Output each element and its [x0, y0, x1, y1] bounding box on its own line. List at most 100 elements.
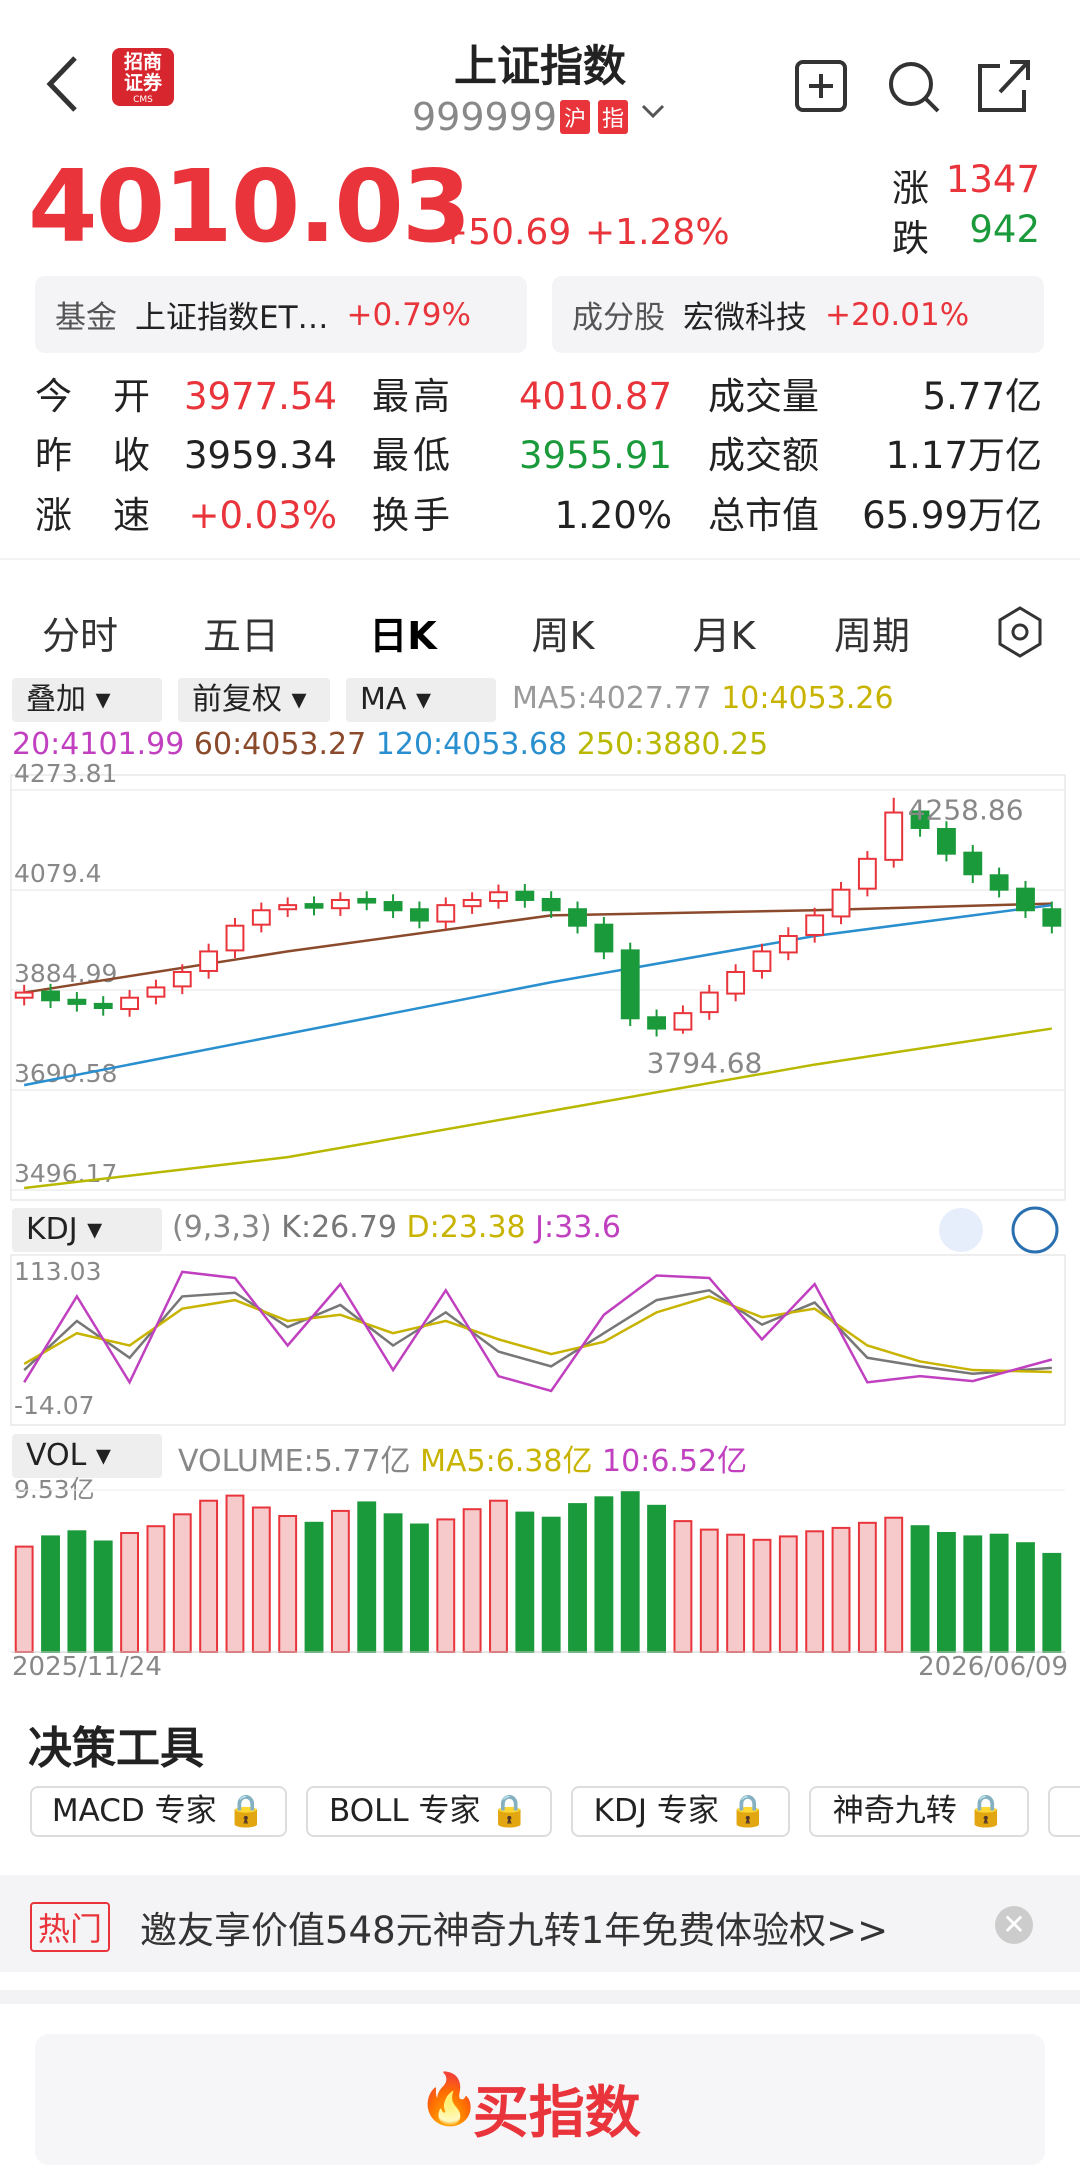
- legend-label: 20:: [12, 727, 61, 762]
- card-pct: +20.01%: [825, 296, 970, 333]
- volume-bar: [462, 1508, 482, 1654]
- control[interactable]: MA ▾: [346, 678, 496, 722]
- ma-line: [23, 903, 1052, 1087]
- candle-body: [120, 996, 140, 1011]
- change-pct: +1.28%: [585, 212, 730, 253]
- candle-body: [251, 909, 271, 926]
- date-end: 2026/06/09: [918, 1652, 1068, 1682]
- stat-label: 成交量: [708, 375, 819, 418]
- volume-bar: [93, 1540, 113, 1654]
- high-label: 4258.86: [908, 794, 1024, 827]
- settings-icon[interactable]: [998, 606, 1042, 658]
- dropdown-icon[interactable]: [641, 104, 665, 119]
- market-tag: 沪: [560, 100, 591, 134]
- stat-value: +0.03%: [188, 494, 337, 537]
- add-icon[interactable]: [795, 60, 847, 112]
- y-tick-label: 3884.99: [14, 959, 117, 988]
- candle-body: [726, 970, 746, 995]
- candle-body: [805, 914, 825, 936]
- card-label: 成分股: [572, 300, 665, 336]
- volume-bar: [436, 1518, 456, 1654]
- control-text: 前复权: [192, 682, 282, 717]
- stat-label: 最高: [372, 375, 450, 418]
- banner-tag: 热门: [30, 1902, 111, 1952]
- kdj-frame: [10, 1254, 1066, 1426]
- volume-bar: [699, 1528, 719, 1653]
- volume-bar: [831, 1526, 851, 1654]
- card-name: 宏微科技: [683, 300, 807, 336]
- legend-value: 4053.26: [769, 681, 894, 716]
- banner[interactable]: [0, 1875, 1080, 1972]
- header-icons: [0, 48, 1080, 560]
- candle-body: [304, 903, 324, 909]
- down-label: 跌: [892, 217, 929, 260]
- candle-body: [172, 970, 192, 988]
- tab[interactable]: 周K: [531, 614, 595, 658]
- legend-value: 4053.68: [443, 727, 568, 762]
- code: 999999: [412, 95, 558, 139]
- stat-value: 4010.87: [518, 375, 672, 418]
- stat-label: 今开: [35, 375, 150, 418]
- expand-icon[interactable]: [1011, 1206, 1059, 1254]
- banner-close[interactable]: ✕: [995, 1906, 1033, 1944]
- stat-value: 65.99万亿: [862, 494, 1042, 537]
- legend-label: MA5:: [420, 1444, 496, 1479]
- fund-card[interactable]: 基金 上证指数ET… +0.79%: [35, 276, 527, 353]
- control[interactable]: 叠加 ▾: [12, 678, 162, 722]
- legend-value: 33.6: [554, 1210, 621, 1245]
- legend-value: 6.38亿: [495, 1444, 593, 1479]
- logo-sub: CMS: [133, 95, 153, 105]
- tool-button[interactable]: KDJ 专家 🔒: [571, 1786, 790, 1837]
- legend-value: 23.38: [439, 1210, 526, 1245]
- volume-bar: [805, 1530, 825, 1654]
- stat-value: 1.20%: [554, 494, 672, 537]
- legend-label: D:: [406, 1210, 440, 1245]
- stat-label: 总市值: [708, 494, 819, 537]
- tab[interactable]: 五日: [202, 614, 280, 658]
- stat-value: 5.77亿: [922, 375, 1042, 418]
- tab[interactable]: 周期: [833, 614, 911, 658]
- tab[interactable]: 月K: [692, 614, 756, 658]
- edit-icon[interactable]: [939, 1208, 983, 1252]
- control[interactable]: 前复权 ▾: [178, 678, 330, 722]
- volume-bar: [330, 1509, 350, 1653]
- stat-value: 1.17万亿: [885, 434, 1042, 477]
- up-label: 涨: [892, 167, 929, 210]
- y-tick-label: 4273.81: [14, 759, 117, 788]
- tool-button[interactable]: MACD 专家 🔒: [30, 1786, 287, 1837]
- date-start: 2025/11/24: [12, 1652, 162, 1682]
- candle-body: [857, 857, 877, 890]
- stat-value: 3955.91: [518, 434, 672, 477]
- tool-text: MACD 专家: [51, 1793, 217, 1829]
- logo: [112, 48, 174, 106]
- tool-button[interactable]: BOLL 专家 🔒: [306, 1786, 552, 1837]
- volume-bar: [541, 1516, 561, 1653]
- stock-card[interactable]: 成分股 宏微科技 +20.01%: [552, 276, 1044, 353]
- candle-body: [383, 901, 403, 912]
- buy-button[interactable]: [35, 2034, 1045, 2165]
- volume-bar: [857, 1521, 877, 1654]
- volume-bar: [14, 1545, 34, 1653]
- kdj-select[interactable]: KDJ ▾: [12, 1208, 162, 1252]
- vol-select[interactable]: VOL ▾: [12, 1434, 162, 1478]
- volume-bar: [409, 1523, 429, 1653]
- search-icon[interactable]: [889, 62, 933, 106]
- up-count: 1347: [945, 158, 1040, 201]
- candle-body: [357, 897, 377, 904]
- volume-bar: [515, 1511, 535, 1654]
- legend-value: 3880.25: [644, 727, 769, 762]
- tab-active[interactable]: 日K: [369, 614, 437, 658]
- volume-bar: [120, 1532, 140, 1653]
- tab[interactable]: 分时: [41, 614, 119, 658]
- volume-bar: [278, 1515, 298, 1654]
- tool-button[interactable]: 神奇九转 🔒: [809, 1786, 1029, 1837]
- volume-bar: [41, 1535, 60, 1653]
- stat-label: 昨收: [35, 434, 150, 477]
- back-icon[interactable]: [46, 56, 77, 112]
- stat-label: 换手: [372, 494, 450, 537]
- share-icon[interactable]: [978, 60, 1030, 112]
- low-label: 3794.68: [647, 1046, 763, 1079]
- candle-body: [14, 991, 34, 999]
- volume-bar: [1016, 1542, 1035, 1653]
- tool-button-partial[interactable]: [1048, 1786, 1080, 1837]
